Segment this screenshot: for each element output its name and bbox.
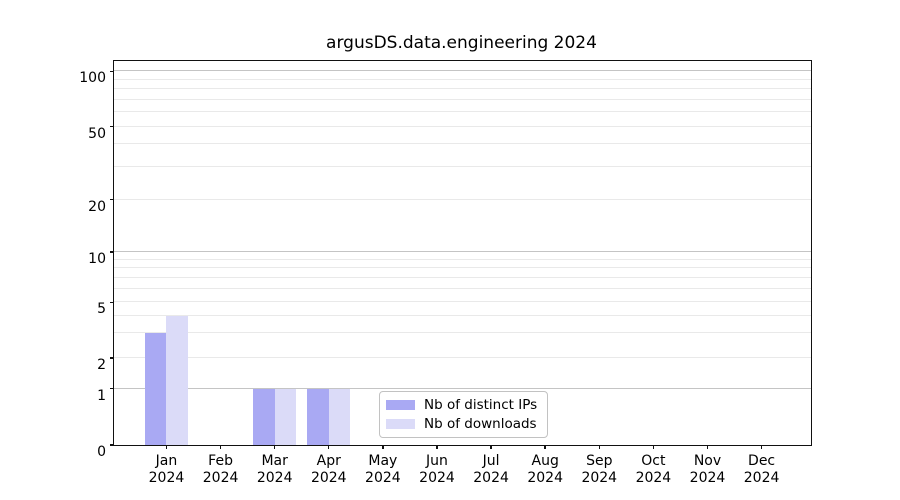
x-tick-mark [165, 445, 168, 449]
x-tick-month: Jul [482, 453, 500, 469]
x-tick-mark [382, 445, 384, 449]
legend-swatch-downloads [386, 418, 415, 430]
minor-gridline [114, 78, 811, 80]
x-tick-label: Nov 2024 [690, 453, 726, 487]
minor-gridline [114, 258, 811, 260]
x-tick-month: Apr [316, 453, 341, 469]
minor-gridline [114, 301, 811, 303]
x-tick-month: Oct [641, 453, 666, 469]
legend: Nb of distinct IPs Nb of downloads [379, 391, 548, 438]
y-tick-mark [110, 70, 114, 73]
x-tick-mark [652, 445, 655, 449]
minor-gridline [114, 111, 811, 113]
x-tick-label: Jun 2024 [419, 453, 455, 487]
y-tick-label: 1 [97, 387, 106, 404]
minor-gridline [114, 98, 811, 100]
x-tick-label: Mar 2024 [257, 453, 293, 487]
y-tick-mark [110, 125, 114, 128]
y-tick-label: 100 [79, 70, 106, 87]
y-tick-label: 20 [88, 198, 106, 215]
minor-gridline [114, 267, 811, 269]
x-tick-mark [598, 445, 600, 449]
x-tick-label: Feb 2024 [203, 453, 239, 487]
minor-gridline [114, 332, 811, 334]
y-tick-label: 10 [88, 250, 106, 267]
y-tick-label: 5 [97, 301, 106, 318]
x-tick-year: 2024 [635, 470, 672, 486]
bar-distinct-ips [144, 333, 167, 445]
major-gridline [114, 387, 811, 389]
x-tick-year: 2024 [527, 470, 564, 486]
x-tick-year: 2024 [256, 470, 293, 486]
x-tick-year: 2024 [310, 470, 347, 486]
bar-downloads [274, 388, 297, 445]
x-tick-mark [273, 445, 276, 449]
legend-label-distinct-ips: Nb of distinct IPs [424, 396, 538, 413]
x-tick-label: Jan 2024 [149, 453, 185, 487]
x-tick-year: 2024 [365, 470, 401, 486]
x-tick-month: Mar [261, 453, 288, 469]
x-tick-month: Dec [748, 453, 776, 469]
x-tick-month: May [368, 453, 398, 469]
x-tick-year: 2024 [202, 470, 239, 486]
x-tick-label: Oct 2024 [636, 453, 672, 487]
legend-label-downloads: Nb of downloads [424, 415, 537, 432]
x-tick-mark [544, 445, 546, 449]
plot-area: 0 1 2 5 10 20 50 100 Jan 2024 Feb 2024 Mar 2024 Apr 20… [79, 60, 812, 486]
major-gridline [114, 250, 811, 252]
x-tick-month: Feb [208, 453, 233, 469]
x-tick-year: 2024 [419, 470, 455, 486]
x-tick-year: 2024 [473, 470, 509, 486]
y-tick-mark [110, 251, 114, 253]
minor-gridline [114, 166, 811, 168]
y-tick-mark [110, 198, 114, 201]
chart-title: argusDS.data.engineering 2024 [326, 33, 597, 53]
x-tick-mark [490, 445, 492, 449]
x-tick-mark [436, 445, 438, 449]
minor-gridline [114, 88, 811, 90]
x-tick-year: 2024 [581, 470, 618, 486]
x-tick-month: Jun [426, 453, 448, 469]
x-tick-mark [706, 445, 709, 449]
x-tick-label: May 2024 [365, 453, 401, 487]
x-tick-month: Nov [693, 453, 722, 469]
x-tick-month: Jan [155, 453, 178, 469]
bar-distinct-ips [307, 388, 329, 445]
y-tick-mark [110, 387, 114, 390]
x-tick-year: 2024 [743, 470, 780, 486]
x-tick-label: Apr 2024 [311, 453, 347, 487]
x-tick-year: 2024 [148, 470, 185, 486]
y-tick-mark [110, 301, 114, 304]
minor-gridline [114, 276, 811, 278]
x-tick-mark [328, 445, 330, 449]
legend-item-downloads: Nb of downloads [386, 415, 539, 432]
minor-gridline [114, 125, 811, 127]
x-tick-mark [760, 445, 763, 449]
x-tick-mark [219, 445, 222, 449]
minor-gridline [114, 198, 811, 200]
minor-gridline [114, 288, 811, 290]
legend-item-distinct-ips: Nb of distinct IPs [386, 396, 539, 413]
x-tick-label: Sep 2024 [581, 453, 617, 487]
x-tick-year: 2024 [689, 470, 726, 486]
y-tick-label: 50 [88, 125, 106, 142]
minor-gridline [114, 357, 811, 359]
minor-gridline [114, 314, 811, 316]
legend-swatch-distinct-ips [386, 399, 415, 411]
x-tick-label: Dec 2024 [744, 453, 780, 487]
y-tick-label: 0 [97, 444, 106, 460]
minor-gridline [114, 143, 811, 145]
bar-downloads [328, 388, 351, 445]
y-tick-mark [110, 444, 114, 446]
y-tick-label: 2 [97, 357, 106, 374]
bar-distinct-ips [252, 388, 275, 445]
x-tick-month: Sep [586, 453, 613, 469]
x-tick-label: Jul 2024 [473, 453, 509, 487]
y-tick-mark [110, 357, 114, 359]
x-tick-month: Aug [531, 453, 559, 469]
major-gridline [114, 70, 811, 72]
x-tick-label: Aug 2024 [527, 453, 563, 487]
bar-downloads [166, 315, 189, 445]
